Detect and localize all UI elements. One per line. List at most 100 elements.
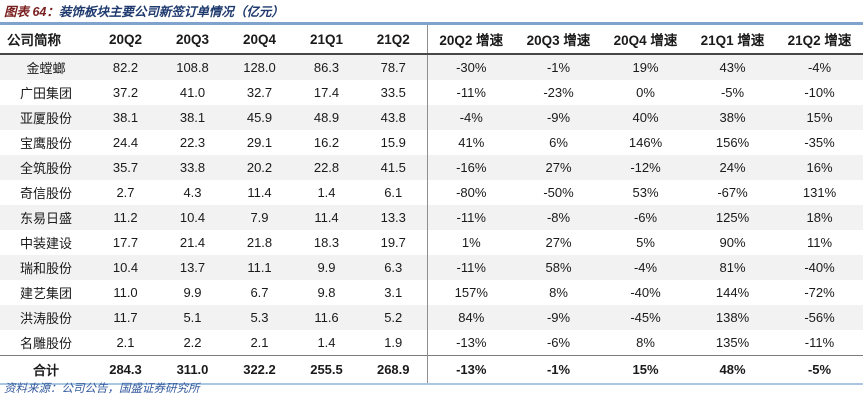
value-cell: 41.0: [179, 85, 206, 100]
value-cell: 38.1: [159, 105, 226, 130]
value-cell: 0%: [636, 85, 655, 100]
source-note: 资料来源：公司公告，国盛证券研究所: [4, 383, 200, 395]
company-name-cell: 名雕股份: [19, 336, 72, 351]
value-cell: 82.2: [92, 54, 159, 80]
value-cell: 5.2: [360, 305, 427, 330]
value-cell: 43%: [689, 54, 776, 80]
table-row: 宝鹰股份 24.4 22.3 29.1 16.2 15.9 41% 6% 146% 156% -35…: [0, 130, 863, 155]
value-cell: 131%: [802, 185, 837, 200]
figure-title-text: 装饰板块主要公司新签订单情况（亿元）: [58, 5, 284, 19]
value-cell: 86.3: [293, 54, 360, 80]
value-cell: 43.8: [360, 105, 427, 130]
value-cell: -1%: [515, 355, 602, 384]
value-cell: 11.0: [113, 285, 138, 300]
column-header: 20Q2: [92, 23, 159, 55]
value-cell: 38%: [689, 105, 776, 130]
value-cell: 284.3: [92, 355, 159, 384]
value-cell: 19%: [602, 54, 689, 80]
company-name-cell: 合计: [0, 355, 92, 384]
value-cell: 3.1: [384, 285, 403, 300]
company-name-cell: 奇信股份: [19, 186, 72, 201]
value-cell: 10.4: [92, 255, 159, 280]
value-cell: 322.2: [226, 355, 293, 384]
column-header: 21Q1 增速: [689, 23, 776, 55]
value-cell: 17.4: [313, 85, 340, 100]
value-cell: -80%: [426, 180, 515, 205]
value-cell: 5%: [636, 235, 655, 250]
header-row: 公司简称 20Q2 20Q3 20Q4 21Q1 21Q2 20Q2 增速 20Q3 增速 20…: [0, 23, 863, 55]
company-name-cell: 亚厦股份: [0, 105, 92, 130]
value-cell: -4%: [776, 54, 863, 80]
value-cell: 2.1: [116, 335, 135, 350]
value-cell: -40%: [776, 255, 863, 280]
value-cell: 78.7: [360, 54, 427, 80]
table-body: 金螳螂 82.2 108.8 128.0 86.3 78.7 -30% -1% 19% 43% -4…: [0, 54, 863, 384]
figure-title: 图表 64：装饰板块主要公司新签订单情况（亿元）: [4, 1, 284, 20]
value-cell: 11.1: [226, 255, 293, 280]
column-header: 21Q2 增速: [776, 23, 863, 55]
value-cell: -5%: [720, 85, 745, 100]
column-header: 20Q3: [159, 23, 226, 55]
column-header: 21Q1: [293, 23, 360, 55]
value-cell: 6.1: [384, 185, 403, 200]
value-cell: 21.8: [246, 235, 273, 250]
column-header: 20Q4 增速: [602, 23, 689, 55]
value-cell: 38.1: [92, 105, 159, 130]
value-cell: -13%: [426, 330, 515, 356]
value-cell: 2.7: [116, 185, 135, 200]
value-cell: 84%: [426, 305, 515, 330]
value-cell: 8%: [549, 285, 568, 300]
value-cell: 48.9: [293, 105, 360, 130]
value-cell: 40%: [602, 105, 689, 130]
value-cell: 13.3: [360, 205, 427, 230]
value-cell: 35.7: [92, 155, 159, 180]
value-cell: -67%: [717, 185, 748, 200]
value-cell: 156%: [715, 135, 750, 150]
table-row: 洪涛股份 11.7 5.1 5.3 11.6 5.2 84% -9% -45% 138% -56%: [0, 305, 863, 330]
value-cell: 24.4: [112, 135, 139, 150]
value-cell: 128.0: [226, 54, 293, 80]
value-cell: 18%: [776, 205, 863, 230]
value-cell: 135%: [715, 335, 750, 350]
value-cell: -11%: [426, 80, 515, 105]
table-row: 金螳螂 82.2 108.8 128.0 86.3 78.7 -30% -1% 19% 43% -4…: [0, 54, 863, 80]
value-cell: 16.2: [313, 135, 340, 150]
value-cell: 41%: [426, 130, 515, 155]
table-row: 建艺集团 11.0 9.9 6.7 9.8 3.1 157% 8% -40% 144% -72%: [0, 280, 863, 305]
value-cell: 1.4: [317, 335, 336, 350]
value-cell: 17.7: [112, 235, 139, 250]
value-cell: 125%: [689, 205, 776, 230]
value-cell: 11.4: [293, 205, 360, 230]
value-cell: 157%: [426, 280, 515, 305]
value-cell: -50%: [543, 185, 574, 200]
value-cell: 27%: [515, 155, 602, 180]
table-row: 广田集团 37.2 41.0 32.7 17.4 33.5 -11% -23% 0% -5% -10…: [0, 80, 863, 105]
value-cell: 15.9: [380, 135, 406, 150]
new-orders-table: 公司简称 20Q2 20Q3 20Q4 21Q1 21Q2 20Q2 增速 20Q3 增速 20…: [0, 22, 863, 385]
value-cell: 6.7: [250, 285, 269, 300]
value-cell: -11%: [426, 205, 515, 230]
value-cell: 9.9: [293, 255, 360, 280]
value-cell: -4%: [426, 105, 515, 130]
value-cell: 15%: [602, 355, 689, 384]
value-cell: -9%: [515, 305, 602, 330]
value-cell: -56%: [776, 305, 863, 330]
company-name-cell: 广田集团: [19, 86, 72, 101]
value-cell: 13.7: [159, 255, 226, 280]
value-cell: 11%: [806, 235, 833, 250]
company-name-cell: 瑞和股份: [0, 255, 92, 280]
value-cell: -13%: [426, 355, 515, 384]
table-row: 全筑股份 35.7 33.8 20.2 22.8 41.5 -16% 27% -12% 24% 16…: [0, 155, 863, 180]
value-cell: 18.3: [313, 235, 340, 250]
value-cell: 2.1: [250, 335, 269, 350]
value-cell: 22.3: [179, 135, 206, 150]
value-cell: 33.5: [380, 85, 406, 100]
value-cell: 1%: [426, 230, 515, 255]
table-row: 奇信股份 2.7 4.3 11.4 1.4 6.1 -80% -50% 53% -67% 131%: [0, 180, 863, 205]
column-header: 公司简称: [0, 23, 92, 55]
value-cell: 32.7: [246, 85, 273, 100]
value-cell: 6.3: [360, 255, 427, 280]
value-cell: 11.7: [92, 305, 159, 330]
value-cell: 19.7: [380, 235, 406, 250]
value-cell: 146%: [628, 135, 663, 150]
